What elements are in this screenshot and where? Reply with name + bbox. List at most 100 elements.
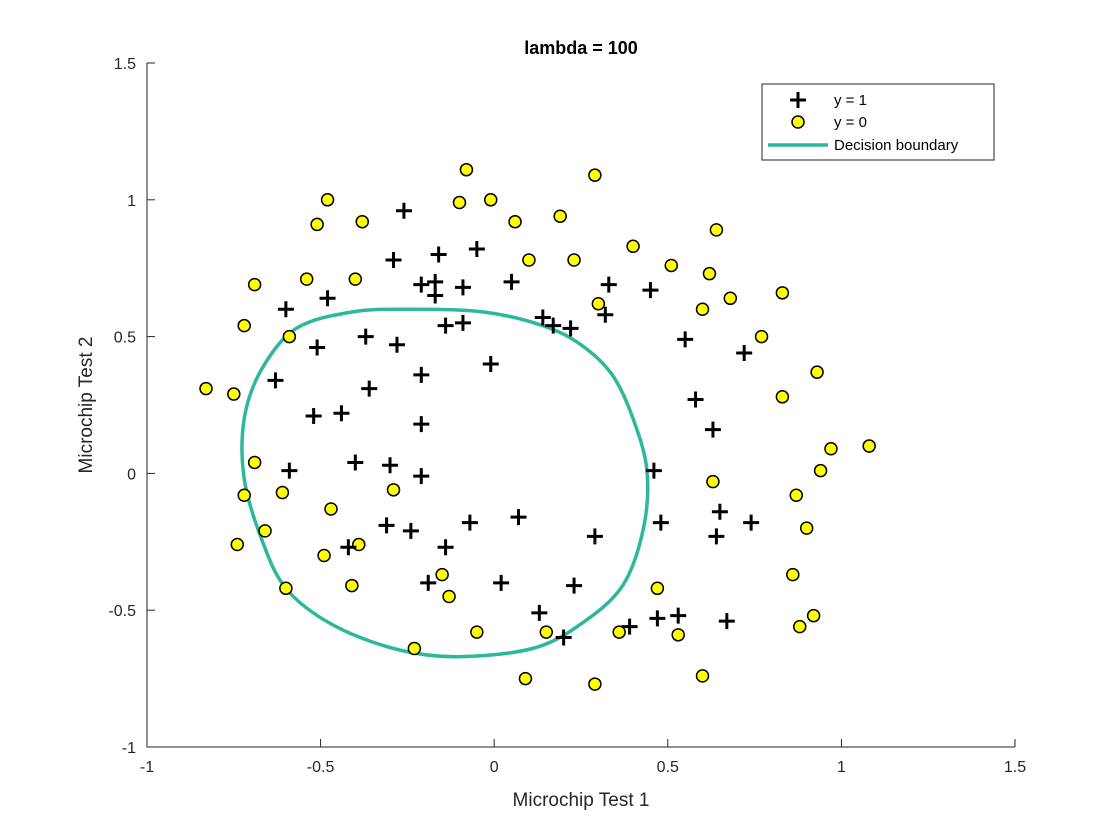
positive-point [736, 345, 753, 362]
negative-point [862, 439, 876, 453]
negative-point [345, 578, 359, 593]
negative-point [320, 193, 335, 207]
negative-point [695, 669, 710, 683]
y-tick-label: 0 [127, 466, 136, 483]
negative-point [258, 524, 272, 538]
y-tick-label: 0.5 [114, 330, 136, 347]
positive-point [277, 301, 294, 318]
negative-point [789, 488, 804, 503]
positive-point [545, 317, 562, 334]
positive-point [642, 282, 659, 299]
positive-point [677, 331, 694, 348]
negative-point [591, 297, 606, 311]
legend-label-negative: y = 0 [834, 114, 867, 131]
chart-title: lambda = 100 [524, 38, 638, 58]
positive-point [461, 514, 478, 531]
x-tick-label: 0.5 [657, 759, 679, 776]
positive-point [267, 372, 284, 389]
negative-point [470, 625, 484, 639]
positive-point [430, 246, 447, 263]
x-axis-label: Microchip Test 1 [513, 790, 650, 811]
y-tick-label: 1 [127, 193, 136, 210]
negative-point [317, 548, 331, 563]
negative-point [386, 483, 401, 497]
negative-point [452, 195, 467, 210]
negative-point [348, 272, 363, 286]
positive-point [649, 610, 666, 627]
positive-point [586, 528, 603, 545]
positive-point [402, 522, 419, 539]
legend-label-boundary: Decision boundary [834, 137, 959, 154]
x-tick-label: -0.5 [307, 759, 335, 776]
negative-point [626, 239, 640, 254]
negative-point [671, 628, 685, 642]
legend-plus-icon [790, 92, 806, 108]
positive-point [388, 336, 405, 353]
positive-point [743, 514, 760, 531]
negative-point [612, 625, 626, 639]
positive-point [357, 328, 374, 345]
legend: y = 1 y = 0 Decision boundary [761, 83, 995, 161]
positive-point [670, 607, 687, 624]
negative-point [518, 671, 533, 686]
positive-point [708, 528, 725, 545]
positive-point [427, 273, 444, 290]
negative-point [806, 608, 821, 623]
ticks: -1 -0.5 0 0.5 1 1.5 -1 -0.5 0 0.5 1 1.5 [108, 56, 1026, 776]
negative-point [702, 266, 717, 281]
positive-point [361, 380, 378, 397]
positive-point [385, 251, 402, 268]
positive-point [503, 273, 520, 290]
x-tick-label: 1.5 [1004, 759, 1026, 776]
negative-point [588, 677, 602, 691]
positive-point [711, 503, 728, 520]
negative-point [664, 258, 679, 273]
negative-point [775, 286, 790, 300]
negative-point [459, 162, 474, 177]
negative-point [553, 209, 567, 223]
positive-point [378, 517, 395, 534]
positive-point [562, 320, 579, 337]
positive-point [621, 618, 638, 635]
positive-point [534, 309, 551, 326]
negative-point [588, 168, 602, 182]
negative-point [810, 365, 824, 379]
negative-point [282, 329, 297, 344]
positive-point [718, 613, 735, 630]
negative-point [695, 302, 710, 316]
negative-point [227, 387, 241, 401]
positive-point [437, 539, 454, 556]
positive-point [555, 629, 572, 646]
positive-point [597, 306, 614, 323]
negative-point [247, 277, 262, 292]
negative-point [247, 455, 262, 470]
plot-area [147, 63, 1015, 747]
negative-point [299, 272, 314, 286]
positive-point [333, 405, 350, 422]
y-tick-label: 1.5 [114, 56, 136, 73]
negative-point [508, 214, 522, 229]
negative-point [522, 253, 536, 267]
negative-point [230, 537, 245, 552]
negative-point [483, 193, 498, 207]
positive-point [382, 457, 399, 474]
positive-point [420, 574, 437, 591]
y-tick-label: -0.5 [108, 603, 136, 620]
positive-point [493, 574, 510, 591]
negative-point [279, 581, 293, 596]
negative-point [723, 291, 738, 306]
positive-point [468, 241, 485, 258]
negative-point [824, 442, 838, 456]
negative-point [407, 641, 422, 656]
positive-point [413, 366, 430, 383]
positive-point [687, 391, 704, 408]
negative-point [799, 521, 814, 535]
positive-point [413, 468, 430, 485]
positive-point [427, 287, 444, 304]
legend-label-positive: y = 1 [834, 92, 867, 109]
positive-point [652, 514, 669, 531]
negative-point [709, 223, 724, 237]
positive-point [531, 604, 548, 621]
positive-point [645, 462, 662, 479]
positive-point [347, 454, 364, 471]
